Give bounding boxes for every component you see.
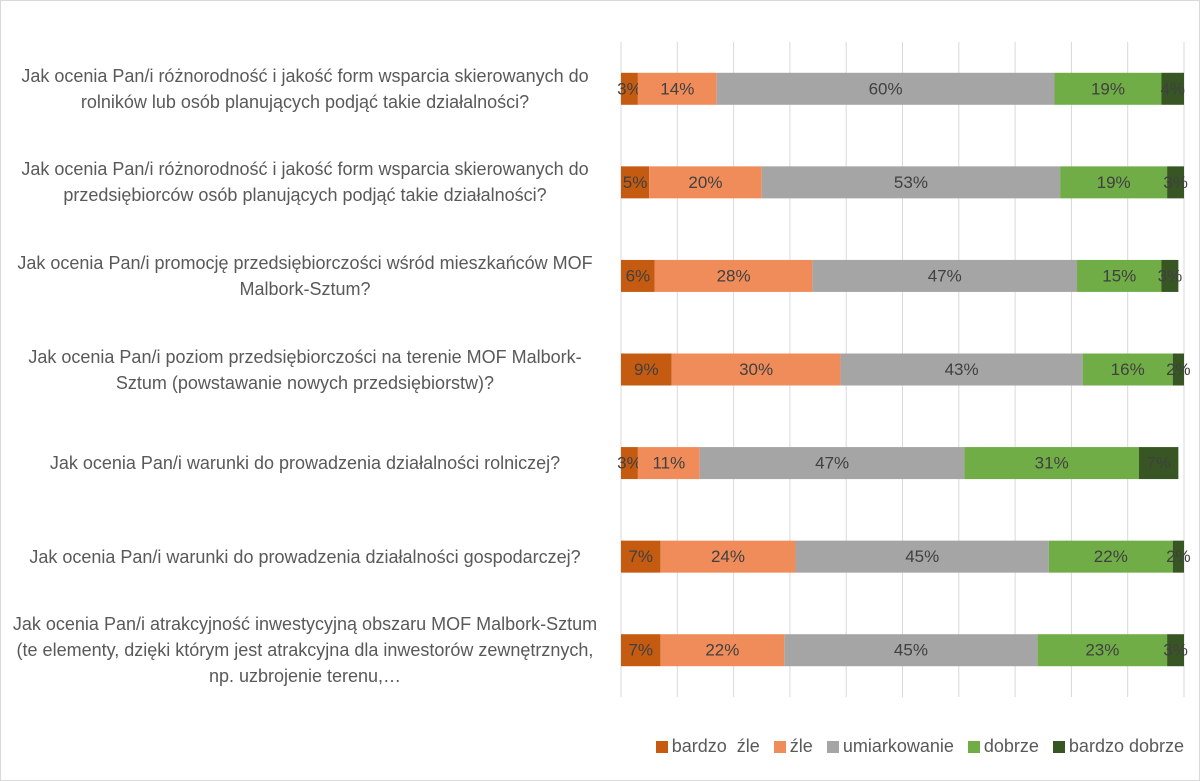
data-label: 31% bbox=[1035, 454, 1069, 473]
data-label: 19% bbox=[1097, 173, 1131, 192]
bar-segment bbox=[840, 353, 1083, 386]
bar-segment bbox=[1161, 259, 1179, 292]
bar-segment bbox=[621, 72, 638, 105]
bar-segment bbox=[1048, 540, 1173, 573]
bar-segment bbox=[1060, 166, 1168, 199]
data-label: 23% bbox=[1085, 641, 1119, 660]
data-label: 19% bbox=[1091, 79, 1125, 98]
data-label: 2% bbox=[1166, 547, 1191, 566]
bar-segment bbox=[795, 540, 1049, 573]
data-label: 3% bbox=[1158, 266, 1183, 285]
data-label: 22% bbox=[1094, 547, 1128, 566]
data-label: 7% bbox=[628, 641, 653, 660]
legend-label: dobrze bbox=[983, 736, 1039, 756]
category-label: Jak ocenia Pan/i poziom przedsiębiorczoś… bbox=[28, 346, 582, 393]
bar-segment bbox=[1172, 353, 1184, 386]
bar-segment bbox=[1172, 540, 1184, 573]
data-label: 7% bbox=[1146, 454, 1171, 473]
legend-label: bardzo dobrze bbox=[1068, 736, 1184, 756]
data-label: 45% bbox=[894, 641, 928, 660]
bar-segment bbox=[637, 72, 717, 105]
data-label: 6% bbox=[626, 266, 651, 285]
legend-swatch bbox=[826, 740, 839, 753]
bar-segment bbox=[637, 447, 700, 480]
bar-segment bbox=[1161, 72, 1184, 105]
data-label: 3% bbox=[1163, 641, 1188, 660]
bar-segment bbox=[621, 353, 672, 386]
legend-swatch bbox=[967, 740, 980, 753]
bar-segment bbox=[654, 259, 813, 292]
bar-segment bbox=[1037, 634, 1168, 667]
bar-segment bbox=[784, 634, 1038, 667]
legend-item: dobrze bbox=[967, 736, 1039, 757]
data-label: 43% bbox=[945, 360, 979, 379]
bar-segment bbox=[621, 447, 638, 480]
category-label: Jak ocenia Pan/i promocję przedsiębiorcz… bbox=[17, 252, 593, 299]
bar-segment bbox=[621, 540, 661, 573]
data-label: 3% bbox=[617, 79, 642, 98]
bar-segment bbox=[660, 540, 796, 573]
bar-segment bbox=[716, 72, 1055, 105]
category-label: Jak ocenia Pan/i warunki do prowadzenia … bbox=[29, 546, 581, 567]
data-label: 2% bbox=[1166, 360, 1191, 379]
bar-segment bbox=[1167, 166, 1184, 199]
legend-swatch bbox=[655, 740, 668, 753]
legend: bardzo źle źle umiarkowanie dobrze bardzo do… bbox=[655, 736, 1184, 757]
data-label: 28% bbox=[717, 266, 751, 285]
data-label: 15% bbox=[1102, 266, 1136, 285]
bar-segment bbox=[621, 634, 661, 667]
legend-swatch bbox=[773, 740, 786, 753]
bar-segment bbox=[1077, 259, 1162, 292]
bar-segment bbox=[649, 166, 762, 199]
category-label: Jak ocenia Pan/i atrakcyjność inwestycyj… bbox=[12, 614, 598, 687]
legend-label: bardzo źle bbox=[671, 736, 760, 756]
data-label: 4% bbox=[1160, 79, 1185, 98]
data-label: 22% bbox=[705, 641, 739, 660]
data-label: 5% bbox=[623, 173, 648, 192]
category-label: Jak ocenia Pan/i warunki do prowadzenia … bbox=[49, 453, 561, 474]
bar-segment bbox=[1167, 634, 1184, 667]
category-label: Jak ocenia Pan/i różnorodność i jakość f… bbox=[21, 65, 589, 112]
data-label: 60% bbox=[869, 79, 903, 98]
legend-item: źle bbox=[773, 736, 813, 757]
category-label: Jak ocenia Pan/i różnorodność i jakość f… bbox=[21, 159, 589, 206]
data-label: 3% bbox=[1163, 173, 1188, 192]
legend-label: źle bbox=[789, 736, 813, 756]
data-label: 7% bbox=[628, 547, 653, 566]
bar-segment bbox=[964, 447, 1139, 480]
data-label: 20% bbox=[688, 173, 722, 192]
data-label: 16% bbox=[1111, 360, 1145, 379]
bar-segment bbox=[660, 634, 785, 667]
bar-segment bbox=[671, 353, 841, 386]
bar-segment bbox=[699, 447, 965, 480]
bar-segment bbox=[1054, 72, 1162, 105]
bar-segment bbox=[1082, 353, 1173, 386]
legend-item: umiarkowanie bbox=[826, 736, 954, 757]
data-label: 9% bbox=[634, 360, 659, 379]
legend-item: bardzo dobrze bbox=[1052, 736, 1184, 757]
data-label: 24% bbox=[711, 547, 745, 566]
bar-segment bbox=[621, 166, 650, 199]
data-label: 53% bbox=[894, 173, 928, 192]
bar-segment bbox=[1138, 447, 1179, 480]
data-label: 14% bbox=[660, 79, 694, 98]
data-label: 45% bbox=[905, 547, 939, 566]
data-label: 3% bbox=[617, 454, 642, 473]
legend-swatch bbox=[1052, 740, 1065, 753]
bar-segment bbox=[761, 166, 1061, 199]
data-label: 47% bbox=[928, 266, 962, 285]
bar-segment bbox=[812, 259, 1078, 292]
data-label: 30% bbox=[739, 360, 773, 379]
data-label: 47% bbox=[815, 454, 849, 473]
bar-segment bbox=[621, 259, 655, 292]
legend-label: umiarkowanie bbox=[842, 736, 954, 756]
data-label: 11% bbox=[652, 454, 685, 473]
legend-item: bardzo źle bbox=[655, 736, 760, 757]
